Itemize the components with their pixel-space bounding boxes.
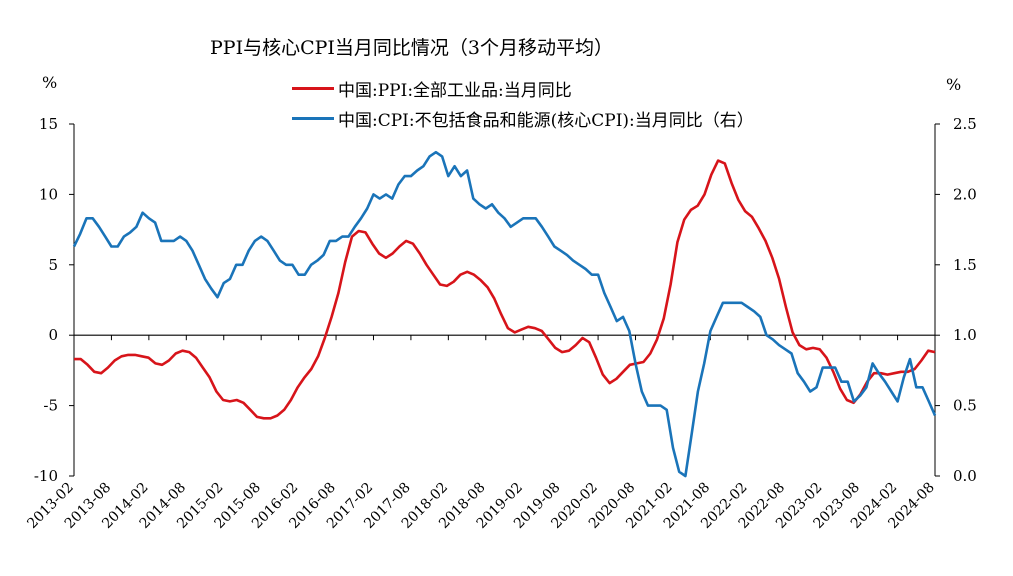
legend: 中国:PPI:全部工业品:当月同比 中国:CPI:不包括食品和能源(核心CPI)…	[292, 73, 754, 133]
left-y-tick-label: 5	[48, 256, 58, 274]
left-y-tick-label: 10	[39, 185, 58, 203]
right-y-tick-label: 2.5	[953, 115, 977, 133]
legend-item-core-cpi: 中国:CPI:不包括食品和能源(核心CPI):当月同比（右）	[292, 103, 754, 133]
legend-swatch-ppi	[292, 86, 334, 90]
right-y-tick-label: 1.0	[953, 326, 977, 344]
legend-item-ppi: 中国:PPI:全部工业品:当月同比	[292, 73, 754, 103]
right-y-tick-label: 0.5	[953, 397, 977, 415]
legend-label-ppi: 中国:PPI:全部工业品:当月同比	[338, 80, 572, 101]
right-y-tick-label: 0.0	[953, 467, 977, 485]
left-y-tick-label: 15	[39, 115, 58, 133]
legend-swatch-core-cpi	[292, 116, 334, 120]
chart-title: PPI与核心CPI当月同比情况（3个月移动平均）	[210, 37, 613, 59]
legend-label-core-cpi: 中国:CPI:不包括食品和能源(核心CPI):当月同比（右）	[338, 110, 754, 131]
left-axis-unit: %	[42, 73, 58, 92]
right-y-tick-label: 2.0	[953, 185, 977, 203]
left-y-tick-label: 0	[48, 326, 58, 344]
right-y-tick-label: 1.5	[953, 256, 977, 274]
left-y-tick-label: -5	[43, 397, 58, 415]
core-cpi-series-line	[72, 150, 937, 478]
left-y-tick-label: -10	[34, 467, 58, 485]
ppi-series-line	[74, 159, 936, 420]
right-axis-unit: %	[946, 75, 962, 94]
